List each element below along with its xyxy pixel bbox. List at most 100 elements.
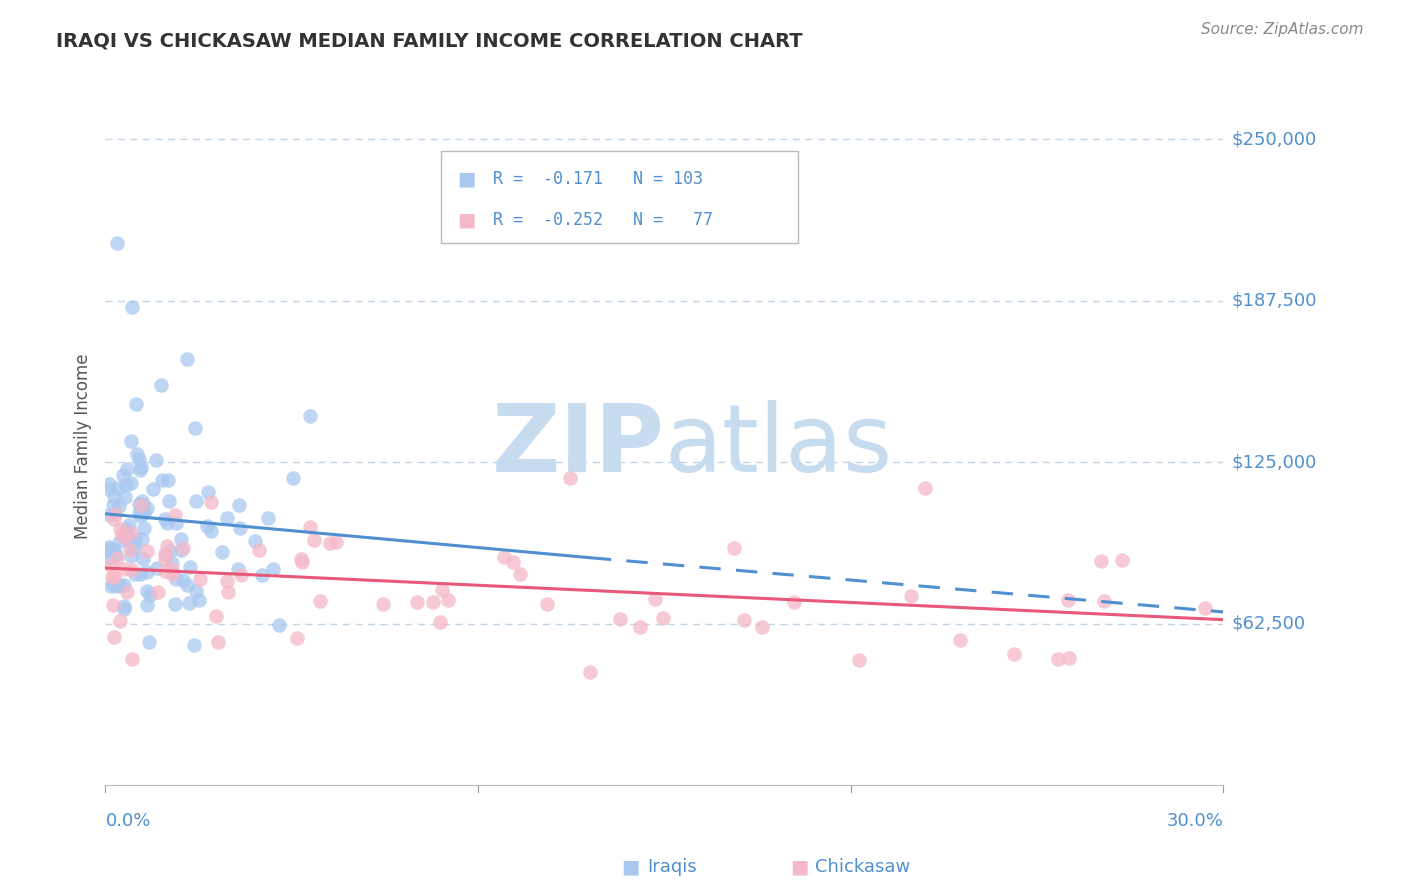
- Point: [229, 521, 252, 535]
- Point: [291, 555, 314, 569]
- Y-axis label: Median Family Income: Median Family Income: [73, 353, 91, 539]
- Point: [114, 578, 136, 592]
- Point: [135, 565, 157, 579]
- Point: [243, 533, 266, 548]
- Point: [129, 463, 152, 477]
- Point: [121, 300, 143, 314]
- Point: [165, 516, 187, 530]
- Point: [200, 524, 222, 539]
- Point: [429, 615, 451, 629]
- Point: [129, 460, 152, 475]
- Point: [134, 506, 156, 520]
- Point: [103, 543, 125, 558]
- Point: [179, 559, 201, 574]
- Point: [145, 453, 167, 467]
- Point: [170, 532, 193, 546]
- Point: [160, 556, 183, 570]
- Point: [112, 602, 135, 616]
- Point: [285, 631, 308, 645]
- Point: [129, 508, 152, 523]
- Point: [250, 567, 273, 582]
- Point: [536, 597, 558, 611]
- Text: 30.0%: 30.0%: [1167, 812, 1223, 830]
- Point: [290, 551, 312, 566]
- Point: [114, 491, 136, 505]
- Point: [188, 592, 211, 607]
- Point: [101, 598, 124, 612]
- Point: [177, 596, 200, 610]
- Point: [162, 561, 184, 575]
- Point: [1090, 554, 1112, 568]
- Point: [509, 566, 531, 581]
- Point: [157, 473, 180, 487]
- Point: [111, 467, 134, 482]
- Point: [98, 477, 121, 491]
- Point: [371, 597, 394, 611]
- Point: [121, 651, 143, 665]
- Point: [115, 532, 138, 546]
- Point: [579, 665, 602, 679]
- Point: [124, 532, 146, 546]
- Point: [176, 351, 198, 366]
- Point: [101, 570, 124, 584]
- Point: [1002, 647, 1025, 661]
- Point: [949, 632, 972, 647]
- Point: [105, 235, 128, 250]
- Point: [98, 544, 121, 558]
- Point: [108, 533, 131, 548]
- Point: [136, 543, 159, 558]
- Point: [900, 589, 922, 603]
- Point: [153, 551, 176, 566]
- Point: [108, 522, 131, 536]
- Point: [256, 510, 278, 524]
- Point: [131, 498, 153, 512]
- Point: [163, 508, 186, 522]
- Point: [110, 577, 132, 591]
- Point: [723, 541, 745, 555]
- Point: [128, 497, 150, 511]
- Point: [153, 547, 176, 561]
- Point: [100, 579, 122, 593]
- Text: IRAQI VS CHICKASAW MEDIAN FAMILY INCOME CORRELATION CHART: IRAQI VS CHICKASAW MEDIAN FAMILY INCOME …: [56, 31, 803, 50]
- Text: atlas: atlas: [665, 400, 893, 492]
- Point: [215, 574, 238, 588]
- Text: $250,000: $250,000: [1232, 130, 1317, 148]
- Point: [134, 521, 156, 535]
- Point: [751, 620, 773, 634]
- Point: [103, 512, 125, 526]
- Point: [644, 591, 666, 606]
- Text: $187,500: $187,500: [1232, 292, 1317, 310]
- Point: [98, 551, 121, 566]
- Point: [103, 576, 125, 591]
- Point: [103, 498, 125, 512]
- Text: ■: ■: [621, 857, 640, 877]
- Point: [131, 532, 153, 546]
- Point: [652, 611, 675, 625]
- Point: [121, 563, 143, 577]
- Point: [104, 548, 127, 562]
- Point: [112, 530, 135, 544]
- Point: [105, 550, 128, 565]
- Text: 0.0%: 0.0%: [105, 812, 150, 830]
- Point: [120, 434, 142, 448]
- Point: [207, 634, 229, 648]
- Text: ■: ■: [458, 169, 477, 188]
- Point: [121, 539, 143, 553]
- Point: [1092, 594, 1115, 608]
- Point: [142, 482, 165, 496]
- Point: [108, 614, 131, 628]
- Point: [437, 593, 460, 607]
- Point: [430, 582, 453, 597]
- Point: [1111, 553, 1133, 567]
- Point: [914, 481, 936, 495]
- Point: [103, 630, 125, 644]
- Point: [422, 595, 444, 609]
- Point: [120, 531, 142, 545]
- Point: [136, 584, 159, 599]
- Point: [733, 614, 755, 628]
- Point: [217, 584, 239, 599]
- Point: [156, 516, 179, 530]
- Point: [98, 541, 121, 555]
- Point: [609, 612, 631, 626]
- Point: [558, 471, 581, 485]
